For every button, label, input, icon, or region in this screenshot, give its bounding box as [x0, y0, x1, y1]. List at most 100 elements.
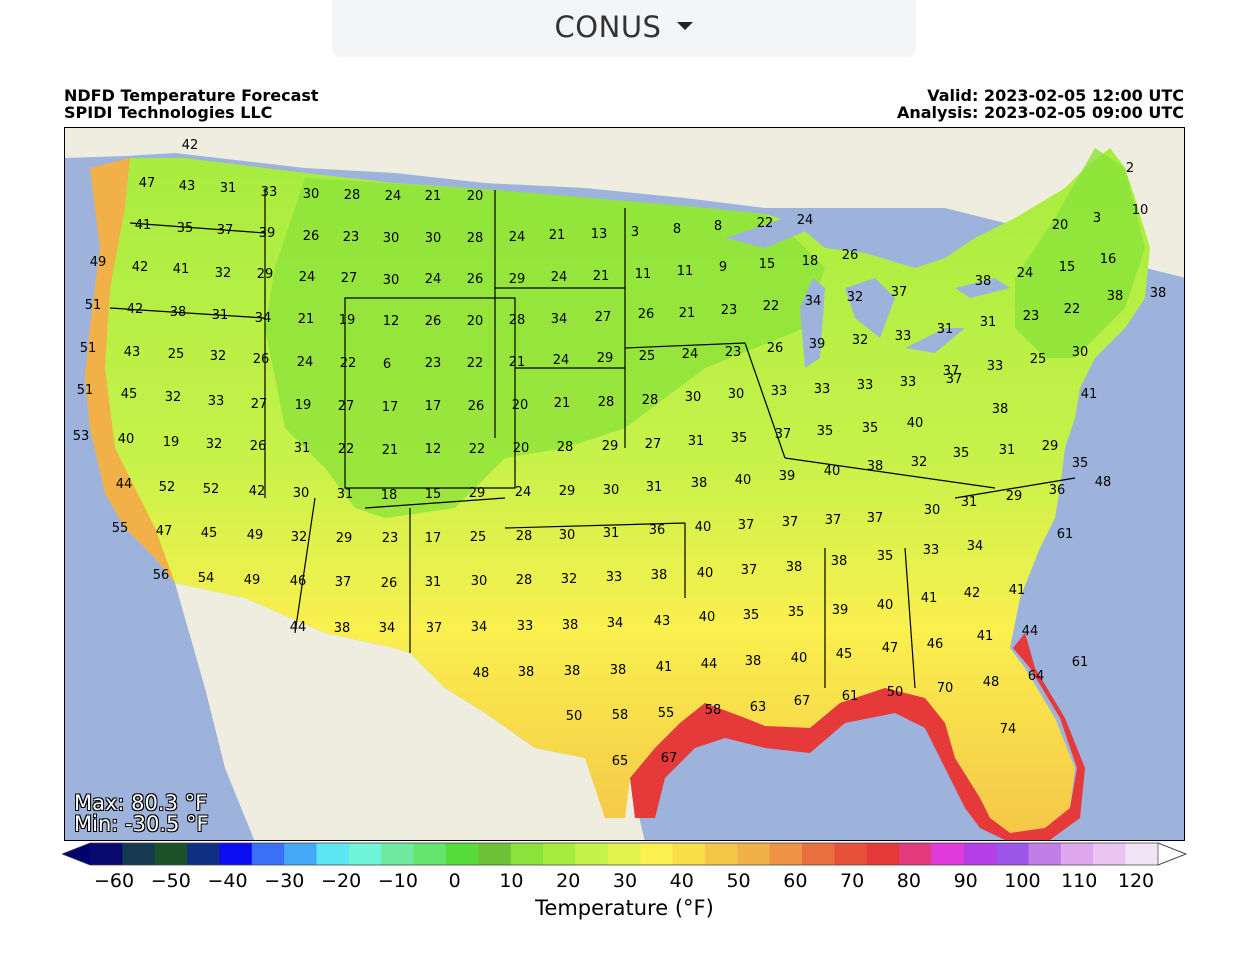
colorbar-tick-label: −30	[264, 870, 305, 892]
colorbar-under-arrow	[62, 843, 90, 865]
station-temp-label: 37	[946, 372, 963, 387]
station-temp-label: 50	[566, 709, 583, 724]
station-temp-label: 32	[561, 572, 578, 587]
station-temp-label: 16	[1100, 252, 1117, 267]
station-temp-label: 2	[1126, 161, 1134, 176]
station-temp-label: 22	[757, 216, 774, 231]
colorbar-tick-label: 30	[612, 870, 638, 892]
colorbar-segment	[1125, 843, 1159, 865]
station-temp-label: 32	[206, 437, 223, 452]
station-temp-label: 30	[303, 187, 320, 202]
colorbar-title: Temperature (°F)	[535, 896, 714, 920]
station-temp-label: 32	[215, 266, 232, 281]
station-temp-label: 39	[779, 469, 796, 484]
colorbar-segment	[316, 843, 350, 865]
station-temp-label: 38	[564, 664, 581, 679]
station-temp-label: 51	[77, 383, 94, 398]
station-temp-label: 37	[943, 364, 960, 379]
station-temp-label: 26	[253, 352, 270, 367]
lake-superior	[725, 218, 825, 248]
station-temp-label: 21	[554, 396, 571, 411]
station-temp-label: 40	[824, 464, 841, 479]
station-temp-label: 23	[425, 356, 442, 371]
station-temp-label: 46	[290, 574, 307, 589]
station-temp-label: 37	[825, 513, 842, 528]
station-temp-label: 41	[977, 629, 994, 644]
station-temp-label: 35	[953, 446, 970, 461]
station-temp-label: 29	[559, 484, 576, 499]
station-temp-label: 37	[738, 518, 755, 533]
colorbar-tick-label: 50	[726, 870, 751, 892]
station-temp-label: 26	[303, 229, 320, 244]
station-temp-label: 41	[135, 218, 152, 233]
station-temp-label: 26	[467, 272, 484, 287]
station-temp-label: 40	[735, 473, 752, 488]
colorbar-segment	[866, 843, 900, 865]
station-temp-label: 28	[557, 440, 574, 455]
region-dropdown[interactable]: CONUS	[332, 0, 916, 57]
station-temp-label: 38	[651, 568, 668, 583]
station-temp-label: 31	[212, 308, 229, 323]
station-temp-label: 18	[381, 488, 398, 503]
station-temp-label: 10	[1132, 203, 1149, 218]
station-temp-label: 29	[469, 486, 486, 501]
station-temp-label: 22	[467, 356, 484, 371]
station-temp-label: 33	[857, 378, 874, 393]
station-temp-label: 47	[139, 176, 156, 191]
station-temp-label: 44	[701, 657, 718, 672]
station-temp-label: 31	[294, 441, 311, 456]
station-temp-label: 35	[862, 421, 879, 436]
station-temp-label: 18	[802, 254, 819, 269]
colorbar-segment	[834, 843, 868, 865]
map-canvas	[65, 128, 1184, 840]
west-coast-warm	[85, 158, 175, 583]
station-temp-label: 15	[425, 487, 442, 502]
station-temp-label: 31	[999, 443, 1016, 458]
station-temp-label: 38	[1150, 286, 1167, 301]
station-temp-label: 24	[682, 347, 699, 362]
map-header-right: Valid: 2023-02-05 12:00 UTC Analysis: 20…	[897, 87, 1184, 121]
temperature-map: 42 47 43 31 33 30 28 24 21 20 41 35 37 39 26 23 30 30 28 24…	[64, 127, 1185, 841]
station-temp-label: 29	[597, 351, 614, 366]
station-temp-label: 32	[210, 349, 227, 364]
station-temp-label: 38	[745, 654, 762, 669]
station-temp-label: 49	[247, 528, 264, 543]
station-temp-label: 58	[705, 703, 722, 718]
station-temp-label: 30	[685, 390, 702, 405]
station-temp-label: 38	[691, 476, 708, 491]
station-temp-label: 24	[515, 485, 532, 500]
station-temp-label: 61	[1057, 527, 1074, 542]
map-organization: SPIDI Technologies LLC	[64, 103, 273, 122]
station-temp-label: 31	[603, 526, 620, 541]
station-temp-label: 37	[426, 621, 443, 636]
station-temp-label: 30	[559, 528, 576, 543]
station-temp-label: 30	[1072, 345, 1089, 360]
station-temp-label: 51	[85, 298, 102, 313]
station-temp-label: 29	[509, 272, 526, 287]
station-temp-label: 26	[425, 314, 442, 329]
station-temp-label: 15	[1059, 260, 1076, 275]
station-temp-label: 25	[168, 347, 185, 362]
station-temp-label: 33	[814, 382, 831, 397]
lake-ontario	[955, 278, 1010, 298]
colorbar-segment	[510, 843, 544, 865]
map-header-left: NDFD Temperature Forecast SPIDI Technolo…	[64, 87, 319, 121]
station-temp-label: 35	[731, 431, 748, 446]
baja-land	[220, 608, 305, 793]
station-temp-label: 29	[1006, 489, 1023, 504]
station-temp-label: 20	[513, 441, 530, 456]
colorbar-segment	[672, 843, 706, 865]
station-temp-label: 67	[661, 751, 678, 766]
colorbar-segment	[607, 843, 641, 865]
station-temp-label: 21	[679, 306, 696, 321]
colorbar-ticks: −60 −50 −40 −30 −20 −10 0 10 20 30 40 50 60 70 80 90 100…	[0, 870, 1249, 896]
station-temp-label: 32	[291, 530, 308, 545]
station-temp-label: 53	[73, 429, 90, 444]
colorbar-tick-label: 40	[669, 870, 694, 892]
station-temp-label: 31	[425, 575, 442, 590]
station-temp-label: 40	[697, 566, 714, 581]
station-temp-label: 31	[337, 487, 354, 502]
station-temp-label: 21	[593, 269, 610, 284]
station-temp-label: 21	[298, 312, 315, 327]
station-temp-label: 30	[383, 231, 400, 246]
